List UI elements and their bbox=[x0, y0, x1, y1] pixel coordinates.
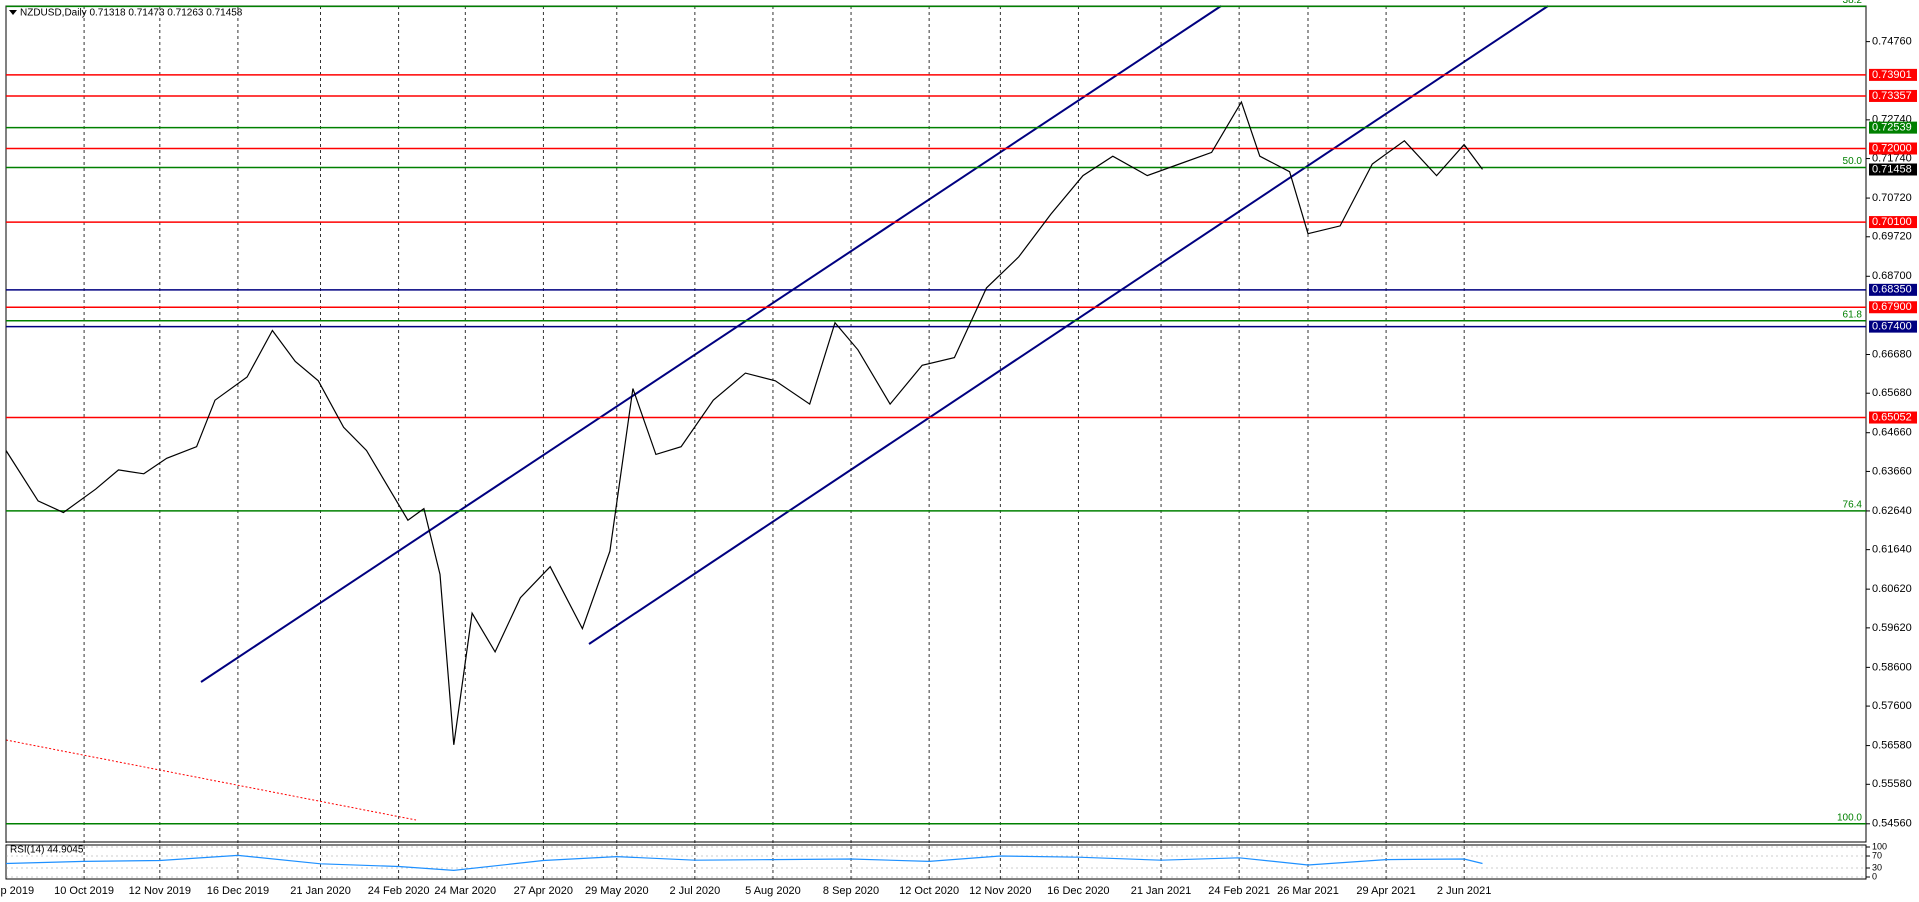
price-tag bbox=[1869, 411, 1917, 424]
price-tag bbox=[1869, 121, 1917, 134]
fib-label: 38.2 bbox=[1843, 0, 1863, 6]
y-tick-label: 0.57600 bbox=[1872, 700, 1912, 712]
y-tick-label: 0.55580 bbox=[1872, 778, 1912, 790]
x-tick-label: 6 Sep 2019 bbox=[0, 885, 34, 897]
y-tick-label: 70 bbox=[1872, 850, 1882, 860]
price-tag bbox=[1869, 283, 1917, 296]
x-tick-label: 29 May 2020 bbox=[585, 885, 649, 897]
x-tick-label: 16 Dec 2019 bbox=[207, 885, 269, 897]
price-tag-label: 0.65052 bbox=[1872, 411, 1912, 423]
x-tick-label: 8 Sep 2020 bbox=[823, 885, 879, 897]
x-tick-label: 26 Mar 2021 bbox=[1277, 885, 1339, 897]
y-tick-label: 0.58600 bbox=[1872, 661, 1912, 673]
price-tag-label: 0.70100 bbox=[1872, 216, 1912, 228]
y-tick-label: 0.68700 bbox=[1872, 270, 1912, 282]
last-price-tag bbox=[1869, 163, 1917, 176]
price-tag bbox=[1869, 301, 1917, 314]
price-tag-label: 0.72539 bbox=[1872, 122, 1912, 134]
price-line bbox=[5, 854, 1483, 872]
fib-label: 50.0 bbox=[1843, 156, 1863, 167]
y-tick-label: 0.56580 bbox=[1872, 739, 1912, 751]
x-tick-label: 24 Mar 2020 bbox=[434, 885, 496, 897]
y-tick-label: 30 bbox=[1872, 862, 1882, 872]
y-tick-label: 0.64660 bbox=[1872, 427, 1912, 439]
y-tick-label: 0.62640 bbox=[1872, 505, 1912, 517]
x-tick-label: 2 Jun 2021 bbox=[1437, 885, 1491, 897]
x-tick-label: 12 Nov 2019 bbox=[129, 885, 191, 897]
y-tick-label: 0.66680 bbox=[1872, 348, 1912, 360]
price-tag bbox=[1869, 89, 1917, 102]
y-tick-label: 0.54560 bbox=[1872, 818, 1912, 830]
x-tick-label: 21 Jan 2020 bbox=[290, 885, 351, 897]
y-tick-label: 0.61640 bbox=[1872, 544, 1912, 556]
price-tag bbox=[1869, 216, 1917, 229]
x-tick-label: 24 Feb 2020 bbox=[368, 885, 430, 897]
price-tag-label: 0.68350 bbox=[1872, 284, 1912, 296]
price-line bbox=[5, 100, 1483, 745]
y-tick-label: 0.63660 bbox=[1872, 465, 1912, 477]
chart-header: NZDUSD,Daily 0.71318 0.71473 0.71263 0.7… bbox=[20, 8, 243, 19]
rsi-title: RSI(14) 44.9045 bbox=[10, 845, 84, 856]
x-tick-label: 10 Oct 2019 bbox=[54, 885, 114, 897]
x-tick-label: 12 Nov 2020 bbox=[969, 885, 1031, 897]
trend-line bbox=[5, 739, 417, 821]
x-tick-label: 12 Oct 2020 bbox=[899, 885, 959, 897]
y-tick-label: 100 bbox=[1872, 841, 1887, 851]
price-tag-label: 0.73357 bbox=[1872, 90, 1912, 102]
channel-line bbox=[588, 5, 1549, 645]
x-tick-label: 27 Apr 2020 bbox=[514, 885, 573, 897]
x-tick-label: 2 Jul 2020 bbox=[670, 885, 721, 897]
y-tick-label: 0.65680 bbox=[1872, 387, 1912, 399]
y-tick-label: 0 bbox=[1872, 871, 1877, 881]
price-tag bbox=[1869, 68, 1917, 81]
y-tick-label: 0.74760 bbox=[1872, 36, 1912, 48]
fib-label: 61.8 bbox=[1843, 309, 1863, 320]
price-tag-label: 0.67900 bbox=[1872, 301, 1912, 313]
price-tag bbox=[1869, 320, 1917, 333]
channel-line bbox=[200, 5, 1222, 683]
y-tick-label: 0.70720 bbox=[1872, 192, 1912, 204]
x-tick-label: 29 Apr 2021 bbox=[1356, 885, 1415, 897]
y-tick-label: 0.59620 bbox=[1872, 622, 1912, 634]
fib-label: 76.4 bbox=[1843, 500, 1863, 511]
y-tick-label: 0.71740 bbox=[1872, 152, 1912, 164]
price-tag bbox=[1869, 142, 1917, 155]
x-tick-label: 24 Feb 2021 bbox=[1208, 885, 1270, 897]
price-tag-label: 0.67400 bbox=[1872, 321, 1912, 333]
menu-icon bbox=[9, 10, 17, 15]
price-tag-label: 0.73901 bbox=[1872, 69, 1912, 81]
y-tick-label: 0.69720 bbox=[1872, 231, 1912, 243]
x-tick-label: 21 Jan 2021 bbox=[1131, 885, 1192, 897]
rsi-panel bbox=[5, 844, 1867, 880]
last-price-label: 0.71458 bbox=[1872, 163, 1912, 175]
fib-label: 100.0 bbox=[1837, 812, 1862, 823]
x-tick-label: 16 Dec 2020 bbox=[1047, 885, 1109, 897]
x-tick-label: 5 Aug 2020 bbox=[745, 885, 801, 897]
y-tick-label: 0.60620 bbox=[1872, 583, 1912, 595]
price-tag-label: 0.72000 bbox=[1872, 142, 1912, 154]
